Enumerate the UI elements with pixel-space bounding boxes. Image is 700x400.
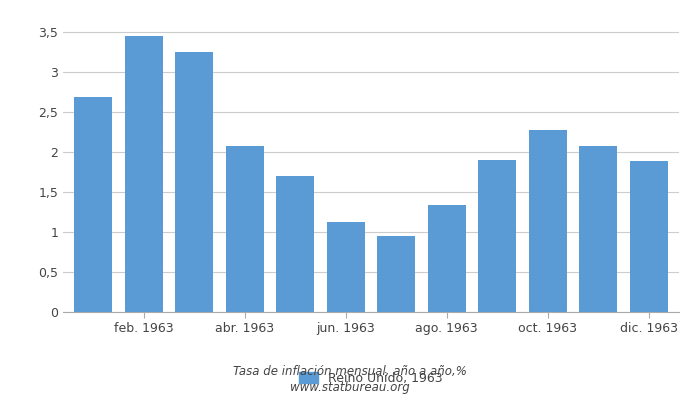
Bar	[580, 146, 617, 312]
Text: www.statbureau.org: www.statbureau.org	[290, 382, 410, 394]
Bar	[125, 36, 162, 312]
Bar	[428, 205, 466, 312]
Bar	[276, 176, 314, 312]
Bar	[528, 130, 567, 312]
Legend: Reino Unido, 1963: Reino Unido, 1963	[300, 372, 442, 384]
Bar	[74, 97, 112, 312]
Bar	[327, 222, 365, 312]
Bar	[226, 146, 264, 312]
Bar	[175, 52, 214, 312]
Bar	[377, 236, 415, 312]
Text: Tasa de inflación mensual, año a año,%: Tasa de inflación mensual, año a año,%	[233, 365, 467, 378]
Bar	[630, 161, 668, 312]
Bar	[478, 160, 516, 312]
